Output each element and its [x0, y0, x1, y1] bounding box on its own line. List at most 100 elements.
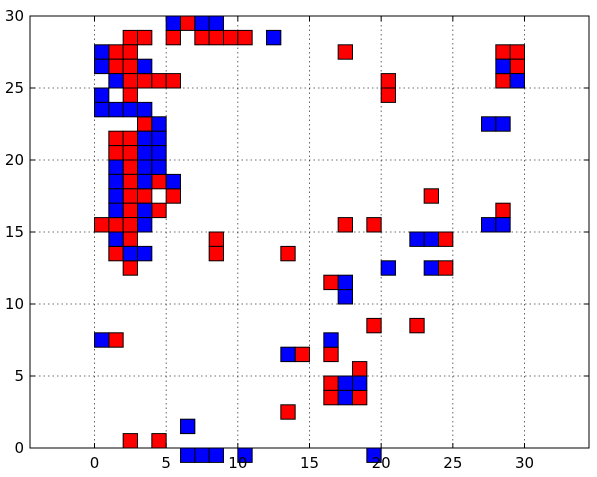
blue-cell — [137, 101, 153, 118]
blue-cell — [108, 188, 124, 204]
red-cell — [495, 202, 511, 219]
red-cell — [208, 245, 225, 262]
red-cell — [495, 73, 511, 89]
red-cell — [509, 58, 525, 75]
blue-cell — [180, 418, 196, 435]
blue-cell — [137, 58, 153, 75]
red-cell — [380, 73, 396, 89]
blue-cell — [137, 245, 153, 262]
red-cell — [352, 389, 368, 406]
red-cell — [108, 130, 124, 147]
y-tick-label: 15 — [5, 223, 24, 241]
red-cell — [151, 173, 167, 190]
red-cell — [380, 87, 396, 103]
blue-cell — [108, 231, 124, 247]
red-cell — [337, 44, 353, 60]
blue-cell — [137, 130, 153, 147]
axis-ticks — [30, 15, 589, 449]
data-cells — [94, 15, 525, 463]
red-cell — [294, 346, 310, 363]
blue-cell — [495, 116, 511, 132]
red-cell — [122, 217, 138, 233]
blue-cell — [481, 217, 497, 233]
red-cell — [94, 217, 110, 233]
red-cell — [323, 346, 339, 363]
blue-cell — [94, 58, 110, 75]
red-cell — [280, 404, 296, 420]
blue-cell — [495, 217, 511, 233]
blue-cell — [194, 447, 210, 463]
blue-cell — [337, 389, 353, 406]
blue-cell — [137, 202, 153, 219]
red-cell — [409, 317, 425, 334]
blue-cell — [208, 447, 225, 463]
tick-labels: 0 5 10 15 20 25 30 0 5 10 15 20 25 30 — [5, 7, 534, 472]
blue-cell — [151, 159, 167, 175]
blue-cell — [352, 375, 368, 391]
x-tick-label: 10 — [228, 454, 247, 472]
red-cell — [137, 29, 153, 46]
red-cell — [352, 361, 368, 377]
blue-cell — [509, 73, 525, 89]
blue-cell — [208, 15, 225, 31]
blue-cell — [151, 145, 167, 161]
red-cell — [122, 231, 138, 247]
red-cell — [438, 260, 454, 276]
blue-cell — [94, 101, 110, 118]
red-cell — [194, 29, 210, 46]
blue-cell — [151, 130, 167, 147]
x-tick-label: 5 — [161, 454, 171, 472]
blue-cell — [108, 101, 124, 118]
blue-cell — [122, 101, 138, 118]
red-cell — [165, 188, 182, 204]
red-cell — [122, 202, 138, 219]
red-cell — [108, 245, 124, 262]
red-cell — [151, 73, 167, 89]
red-cell — [438, 231, 454, 247]
blue-cell — [495, 58, 511, 75]
y-tick-label: 0 — [14, 439, 24, 457]
y-tick-label: 10 — [5, 295, 24, 313]
red-cell — [108, 58, 124, 75]
red-cell — [165, 29, 182, 46]
blue-cell — [122, 245, 138, 262]
red-cell — [280, 245, 296, 262]
x-tick-label: 30 — [515, 454, 534, 472]
blue-cell — [423, 231, 439, 247]
blue-cell — [108, 159, 124, 175]
blue-cell — [165, 173, 182, 190]
red-cell — [122, 159, 138, 175]
red-cell — [137, 73, 153, 89]
x-tick-label: 0 — [90, 454, 100, 472]
blue-cell — [380, 260, 396, 276]
red-cell — [108, 217, 124, 233]
red-cell — [122, 145, 138, 161]
red-cell — [137, 188, 153, 204]
red-cell — [165, 73, 182, 89]
blue-cell — [108, 73, 124, 89]
blue-cell — [94, 44, 110, 60]
red-cell — [208, 231, 225, 247]
red-cell — [495, 44, 511, 60]
blue-cell — [337, 375, 353, 391]
y-tick-label: 5 — [14, 367, 24, 385]
blue-cell — [337, 274, 353, 291]
red-cell — [122, 173, 138, 190]
blue-cell — [137, 159, 153, 175]
red-cell — [122, 130, 138, 147]
y-tick-label: 20 — [5, 151, 24, 169]
blue-cell — [481, 116, 497, 132]
blue-cell — [137, 173, 153, 190]
red-cell — [122, 87, 138, 103]
red-cell — [323, 375, 339, 391]
blue-cell — [266, 29, 282, 46]
red-cell — [122, 260, 138, 276]
blue-cell — [137, 145, 153, 161]
blue-cell — [323, 332, 339, 348]
x-tick-label: 15 — [300, 454, 319, 472]
red-cell — [323, 389, 339, 406]
blue-cell — [194, 15, 210, 31]
blue-cell — [94, 332, 110, 348]
blue-cell — [151, 116, 167, 132]
